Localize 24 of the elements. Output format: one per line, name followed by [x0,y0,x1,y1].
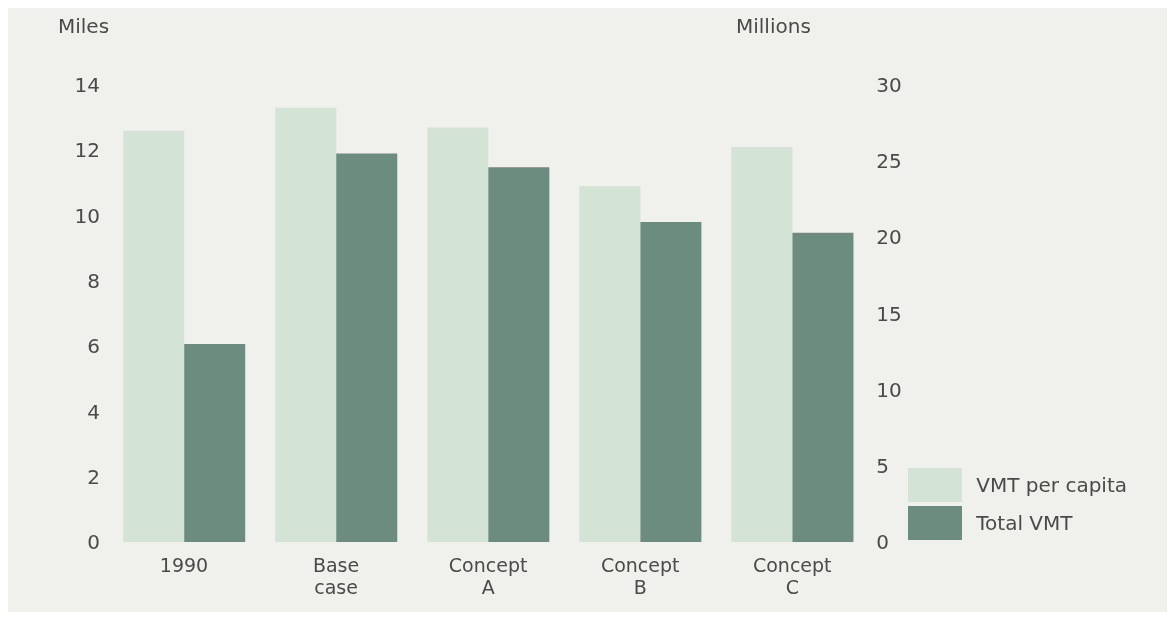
y-tick-label: 6 [87,334,100,359]
y2-tick-label: 5 [876,453,890,478]
x-tick-label: Concept B [600,554,680,598]
x-tick-label: Concept C [752,554,832,598]
y2-tick-label: 15 [876,301,902,326]
x-tick-label: Base case [312,554,360,598]
y-tick-label: 10 [74,203,100,228]
y-tick-label: 12 [74,138,100,163]
y2-tick-label: 20 [876,225,902,250]
y-tick-label: 2 [87,464,100,489]
y-tick-label: 14 [74,73,100,98]
y-tick-label: 8 [87,268,100,293]
legend-label: Total VMT [976,511,1073,535]
y2-tick-label: 30 [876,73,902,98]
y-axis-title: Miles [58,14,110,38]
legend-label: VMT per capita [976,473,1127,497]
x-tick-label: 1990 [159,554,209,576]
y-tick-label: 0 [87,530,100,555]
y2-tick-label: 10 [876,377,902,402]
x-tick-label: Concept A [448,554,528,598]
y2-tick-label: 0 [876,530,890,555]
y2-tick-label: 25 [876,149,902,174]
y-tick-label: 4 [87,399,100,424]
y2-axis-title: Millions [736,14,811,38]
